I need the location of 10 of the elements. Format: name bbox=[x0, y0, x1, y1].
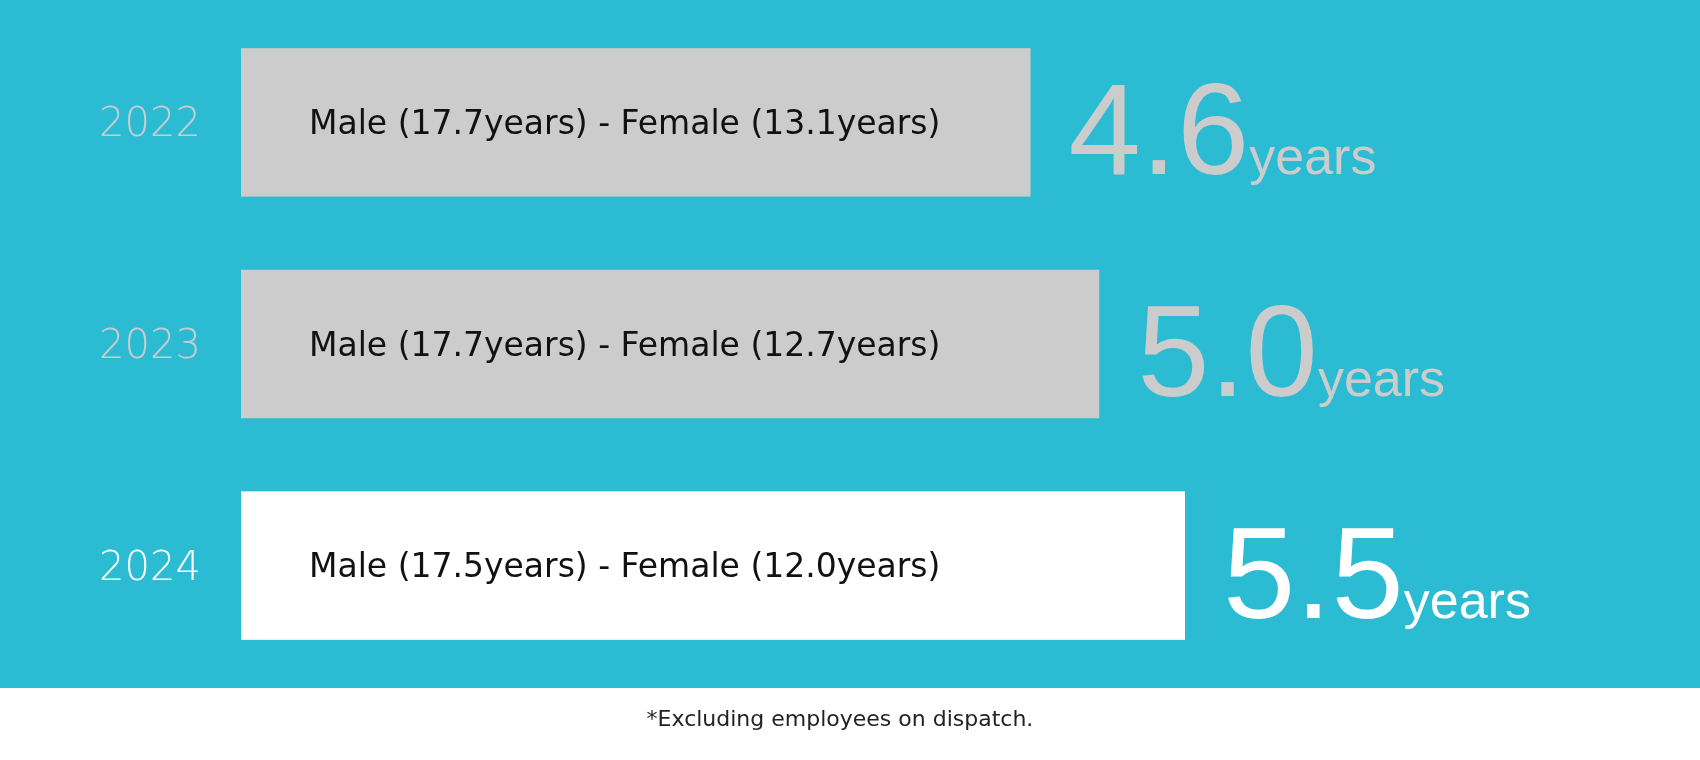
y-tick-label: 2022 bbox=[99, 99, 201, 146]
annotation: Male (17.7years) - Female (12.7years) bbox=[309, 324, 941, 364]
data-label: 4.6years bbox=[1068, 56, 1377, 203]
data-label: 5.5years bbox=[1223, 499, 1531, 646]
y-tick-label: 2023 bbox=[99, 321, 201, 367]
data-label: 5.0years bbox=[1137, 277, 1446, 424]
y-tick-label: 2024 bbox=[99, 542, 201, 589]
annotation: Male (17.7years) - Female (13.1years) bbox=[309, 102, 941, 142]
text: *Excluding employees on dispatch. bbox=[646, 706, 1034, 731]
annotation: Male (17.5years) - Female (12.0years) bbox=[309, 546, 941, 586]
